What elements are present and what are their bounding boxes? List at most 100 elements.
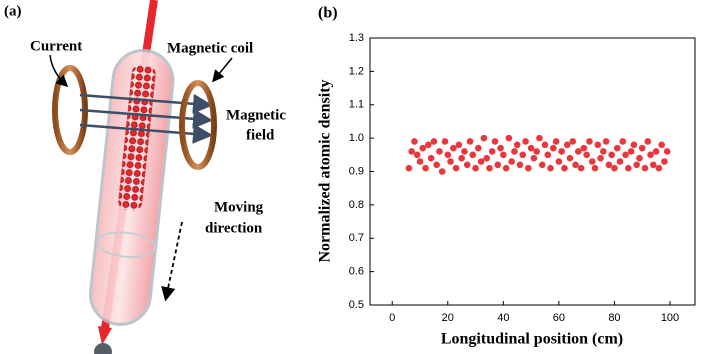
point	[597, 154, 604, 162]
label: Magnetic	[226, 107, 286, 123]
point	[616, 158, 624, 165]
point	[613, 144, 621, 152]
pointer	[49, 54, 69, 88]
label: field	[246, 127, 275, 143]
point	[511, 148, 518, 155]
point	[663, 148, 671, 155]
point	[563, 141, 571, 149]
y-tick-label: 1.1	[349, 99, 364, 111]
point	[611, 164, 618, 172]
point	[586, 138, 593, 145]
point	[594, 141, 602, 149]
point	[491, 138, 499, 145]
point	[405, 164, 413, 172]
pointer	[212, 57, 233, 83]
y-tick-label: 0.6	[349, 266, 364, 278]
point	[630, 141, 638, 149]
point	[619, 138, 627, 145]
point	[455, 141, 463, 149]
point	[513, 141, 521, 149]
point	[438, 168, 446, 175]
point	[577, 164, 585, 172]
plot-frame	[369, 37, 696, 306]
point	[636, 154, 643, 162]
point	[441, 138, 449, 145]
point	[519, 151, 527, 159]
point	[569, 138, 577, 145]
y-tick-label: 0.7	[349, 232, 364, 244]
point	[444, 151, 452, 159]
y-tick-label: 1.3	[349, 32, 364, 44]
point	[602, 138, 610, 145]
point	[525, 164, 532, 172]
point	[541, 141, 549, 149]
point	[450, 144, 457, 152]
point	[508, 158, 515, 165]
point	[516, 161, 524, 169]
point	[580, 144, 588, 152]
motion-arrow	[161, 221, 183, 302]
point	[647, 151, 654, 159]
point	[486, 164, 493, 172]
point	[458, 154, 465, 162]
point	[416, 158, 424, 165]
point	[472, 164, 479, 172]
point	[447, 158, 454, 165]
point	[411, 138, 418, 145]
panel-label: (a)	[4, 3, 22, 19]
point	[475, 144, 482, 152]
point	[644, 138, 652, 145]
point	[427, 154, 435, 162]
point	[591, 164, 599, 172]
point	[436, 148, 443, 155]
x-tick-label: 20	[442, 312, 454, 324]
point	[419, 144, 427, 152]
point	[536, 134, 543, 142]
point	[583, 151, 590, 159]
point	[550, 144, 557, 152]
point	[547, 164, 554, 172]
point	[627, 148, 635, 155]
y-tick-label: 0.8	[349, 199, 364, 211]
point	[497, 144, 504, 152]
point	[552, 138, 560, 145]
x-axis-label: Longitudinal position (cm)	[441, 331, 623, 348]
point	[422, 164, 429, 172]
point	[500, 151, 507, 159]
point	[469, 151, 477, 159]
point	[638, 144, 646, 152]
diagram: (a) Current Magnetic coil Magnetic field…	[4, 0, 286, 354]
point	[566, 154, 574, 162]
beam-head	[98, 326, 112, 345]
point	[461, 148, 468, 155]
point	[530, 154, 538, 162]
label: Moving	[214, 199, 264, 215]
point	[494, 161, 502, 169]
point	[522, 138, 529, 145]
point	[641, 164, 649, 172]
point	[600, 148, 607, 155]
y-tick-label: 1.0	[349, 132, 364, 144]
field-arrow	[79, 108, 213, 129]
point	[650, 161, 657, 169]
point	[661, 158, 668, 165]
point	[652, 148, 660, 155]
point	[658, 141, 665, 149]
y-axis-label: Normalized atomic density	[317, 79, 334, 262]
point	[483, 154, 490, 162]
point	[622, 151, 629, 159]
detector	[94, 343, 112, 354]
point	[544, 151, 552, 159]
point	[463, 161, 471, 169]
point	[477, 158, 485, 165]
x-tick-label: 40	[497, 312, 509, 324]
point	[527, 144, 535, 152]
point	[575, 148, 582, 155]
x-tick-label: 0	[389, 312, 395, 324]
point	[425, 141, 432, 149]
point	[633, 161, 640, 169]
tube	[89, 49, 175, 326]
field-arrow	[79, 123, 213, 144]
point	[655, 164, 663, 172]
